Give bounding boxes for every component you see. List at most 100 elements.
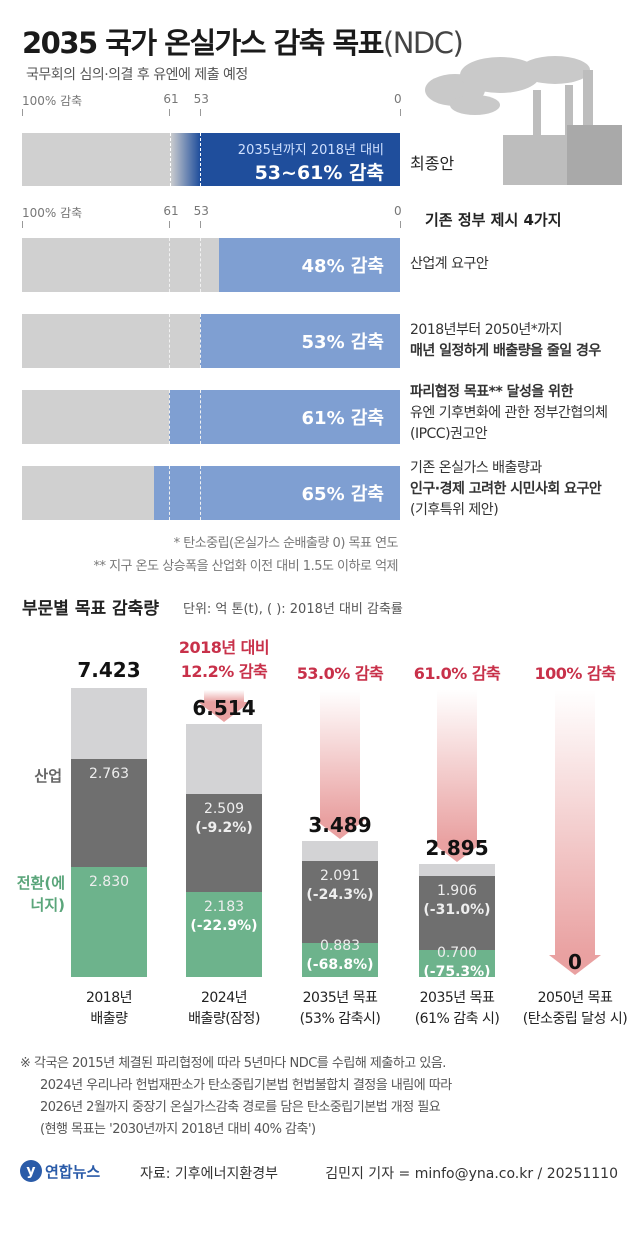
energy-change: (-75.3%) — [423, 963, 491, 980]
scale-tick-label: 100% 감축 — [22, 94, 83, 108]
tick-61-line — [169, 466, 171, 520]
option-description-line: 유엔 기후변화에 관한 정부간협의체 — [410, 405, 608, 421]
footnotes: ※ 각국은 2015년 체결된 파리협정에 따라 5년마다 NDC를 수립해 제… — [20, 1053, 630, 1141]
total-value-label: 6.514 — [192, 695, 256, 720]
category-label-line: (61% 감축 시) — [414, 1011, 500, 1027]
reduction-label: 2018년 대비 12.2% 감축 — [164, 636, 284, 684]
reduction-arrow-shaft — [320, 690, 360, 820]
energy-value-label: 2.830 — [71, 873, 147, 892]
option-description-line: 매년 일정하게 배출량을 줄일 경우 — [410, 343, 601, 359]
: 2.091 — [319, 868, 361, 885]
scale-tick-label: 53 — [193, 204, 209, 218]
option-bar: 48% 감축 — [22, 238, 400, 292]
final-bar-fill: 2035년까지 2018년 대비 53~61% 감축 — [200, 133, 400, 186]
title-suffix: (NDC) — [382, 26, 464, 60]
option-description: 산업계 요구안 — [410, 254, 489, 275]
chart-unit: 단위: 억 톤(t), ( ): 2018년 대비 감축률 — [183, 602, 403, 617]
scale-tick-mark — [169, 221, 171, 228]
credit-text: 김민지 기자 = minfo@yna.co.kr / 20251110 — [325, 1166, 618, 1182]
option-description-line: 산업계 요구안 — [410, 256, 489, 272]
final-bar-value: 53~61% 감축 — [254, 162, 384, 184]
final-label: 최종안 — [410, 154, 455, 173]
reduction-arrow-shaft — [204, 690, 244, 702]
option-description-line: 2018년부터 2050년*까지 — [410, 322, 562, 338]
title-text: 2035 국가 온실가스 감축 목표 — [22, 26, 384, 60]
category-label: 2035년 목표 (53% 감축시) — [280, 988, 400, 1030]
factory-illustration — [425, 56, 622, 185]
scale-tick-mark — [400, 221, 401, 228]
category-label-line: 2050년 목표 — [537, 990, 613, 1006]
bar-industry — [419, 875, 495, 950]
tick-61-line — [169, 314, 171, 368]
reduction-arrow-head — [198, 701, 250, 722]
option-description-line: 인구·경제 고려한 시민사회 요구안 — [410, 481, 602, 497]
category-label-line: 배출량(잠정) — [188, 1011, 260, 1027]
chart-title: 부문별 목표 감축량 — [22, 599, 159, 619]
category-label-line: 2035년 목표 — [302, 990, 378, 1006]
footnote-line: 2026년 2월까지 중장기 온실가스감축 경로를 담은 탄소중립기본법 개정 … — [40, 1100, 441, 1115]
scale-tick-label: 61 — [163, 92, 179, 106]
reduction-label: 100% 감축 — [534, 664, 616, 683]
industry-value-label: 2.091 (-24.3%) — [302, 867, 378, 905]
reduction-label: 53.0% 감축 — [296, 664, 384, 683]
: 0.883 — [319, 937, 361, 954]
total-value-label: 0 — [568, 950, 582, 974]
subtitle: 국무회의 심의·의결 후 유엔에 제출 예정 — [26, 67, 248, 83]
footnote-line: (현행 목표는 '2030년까지 2018년 대비 40% 감축') — [40, 1122, 316, 1137]
option-bar-fill: 48% 감축 — [218, 238, 400, 292]
energy-value-label: 0.700 (-75.3%) — [419, 944, 495, 982]
option-description-line: 기존 온실가스 배출량과 — [410, 460, 542, 476]
: 2.763 — [88, 766, 130, 783]
scale-tick-label: 0 — [394, 204, 402, 218]
bar-energy — [419, 949, 495, 977]
option-bar-fill: 53% 감축 — [199, 314, 400, 368]
industry-value-label: 2.509 (-9.2%) — [186, 800, 262, 838]
tick-53-line — [199, 314, 201, 368]
final-bar: 2035년까지 2018년 대비 53~61% 감축 — [22, 133, 400, 186]
scale-tick-mark — [22, 109, 23, 116]
bar-industry — [302, 861, 378, 943]
scale-tick-label: 100% 감축 — [22, 206, 83, 220]
option-description-line: (기후특위 제안) — [410, 502, 499, 518]
bar-energy — [186, 892, 262, 977]
industry-value-label: 2.763 — [71, 765, 147, 784]
option-bar: 65% 감축 — [22, 466, 400, 520]
category-label-line: (53% 감축시) — [299, 1011, 381, 1027]
reduction-arrow-shaft — [555, 690, 595, 955]
tick-61-line — [170, 133, 171, 186]
final-bar-caption: 2035년까지 2018년 대비 — [237, 143, 384, 158]
: 12.2% 감축 — [180, 662, 268, 681]
category-label-line: 2035년 목표 — [419, 990, 495, 1006]
: 2.830 — [88, 873, 130, 890]
option-bar: 53% 감축 — [22, 314, 400, 368]
energy-change: (-22.9%) — [190, 918, 258, 935]
reduction-arrow-head — [314, 819, 366, 840]
scale-tick-mark — [199, 221, 201, 228]
scale-tick-mark — [400, 109, 401, 116]
reduction-arrow-head — [431, 842, 483, 863]
industry-value-label: 1.906 (-31.0%) — [419, 882, 495, 920]
total-value-label: 2.895 — [425, 836, 489, 861]
industry-change: (-24.3%) — [306, 887, 374, 904]
scale-tick-label: 0 — [394, 92, 402, 106]
scale-tick-mark — [199, 109, 201, 116]
scale-tick-label: 61 — [163, 204, 179, 218]
footnote-line: 2024년 우리나라 헌법재판소가 탄소중립기본법 헌법불합치 결정을 내림에 … — [40, 1078, 452, 1093]
scale-tick-mark — [169, 109, 171, 116]
: 2.183 — [203, 899, 245, 916]
scale-tick-mark — [22, 221, 23, 228]
category-label-line: 2024년 — [200, 990, 248, 1006]
footnote-line: ※ 각국은 2015년 체결된 파리협정에 따라 5년마다 NDC를 수립해 제… — [20, 1056, 446, 1071]
legend-industry: 산업 — [34, 767, 62, 785]
category-label: 2050년 목표 (탄소중립 달성 시) — [515, 988, 635, 1030]
total-value-label: 7.423 — [77, 658, 141, 683]
option-description-line: 파리협정 목표** 달성을 위한 — [410, 384, 573, 400]
bar-industry — [186, 794, 262, 893]
option-bar-fill: 65% 감축 — [154, 466, 400, 520]
category-label-line: 배출량 — [90, 1011, 128, 1027]
page-title: 2035 국가 온실가스 감축 목표(NDC) — [22, 20, 464, 62]
yonhap-logo: y 연합뉴스 — [20, 1160, 100, 1182]
